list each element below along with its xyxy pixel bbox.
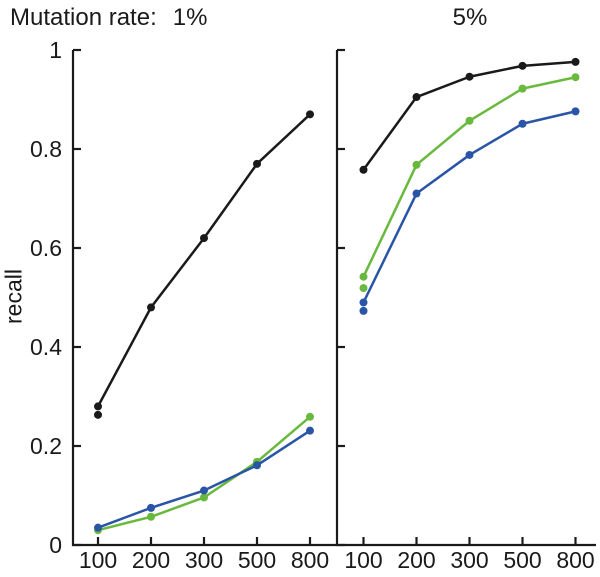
green-point — [465, 116, 474, 125]
black-point — [518, 61, 527, 70]
x-tick-label: 300 — [185, 547, 223, 573]
green-point — [412, 160, 421, 169]
x-tick-label: 100 — [344, 547, 382, 573]
black-point — [465, 72, 474, 81]
y-tick-label: 1 — [49, 37, 62, 63]
x-tick-label: 100 — [79, 547, 117, 573]
x-tick-label: 300 — [450, 547, 488, 573]
y-tick-label: 0.6 — [30, 235, 62, 261]
mutation-rate-label: Mutation rate: — [10, 4, 157, 31]
green-point — [359, 272, 368, 281]
blue-point — [253, 461, 261, 470]
green-point — [147, 512, 155, 521]
x-tick-label: 200 — [132, 547, 170, 573]
green-point — [571, 73, 580, 82]
y-tick-label: 0 — [49, 532, 62, 558]
blue-point — [200, 486, 208, 495]
green-line — [96, 415, 312, 532]
green-extra-point — [359, 284, 368, 293]
green-point — [200, 493, 208, 502]
x-tick-label: 800 — [291, 547, 329, 573]
y-tick-label: 0.4 — [30, 334, 62, 360]
blue-point — [94, 523, 102, 532]
blue-point — [571, 107, 580, 116]
blue-extra-point — [359, 306, 368, 315]
black-point — [306, 110, 314, 119]
black-extra-point — [94, 410, 102, 419]
blue-point — [306, 426, 314, 435]
x-tick-label: 200 — [397, 547, 435, 573]
blue-point — [465, 150, 474, 159]
x-tick-label: 800 — [556, 547, 594, 573]
x-tick-label: 500 — [238, 547, 276, 573]
blue-point — [359, 298, 368, 307]
blue-point — [147, 503, 155, 512]
black-point — [200, 234, 208, 243]
green-point — [518, 84, 527, 93]
black-point — [94, 402, 102, 411]
blue-point — [412, 189, 421, 198]
green-line — [362, 75, 577, 278]
black-line — [96, 113, 312, 408]
figure-header: Mutation rate: 1% — [10, 4, 207, 32]
black-point — [359, 165, 368, 174]
right-plot-title: 5% — [452, 4, 488, 31]
black-point — [412, 93, 421, 102]
black-point — [253, 159, 261, 168]
plot-1%: 0 0.2 0.4 0.6 0.8 1 100 200 300 500 800 — [30, 37, 337, 573]
x-tick-label: 500 — [503, 547, 541, 573]
plot-5%: 100 200 300 500 800 — [335, 48, 596, 573]
black-point — [571, 57, 580, 66]
blue-point — [518, 119, 527, 128]
y-axis-label: recall — [0, 269, 27, 324]
green-point — [306, 412, 314, 421]
black-point — [147, 303, 155, 312]
y-tick-label: 0.8 — [30, 136, 62, 162]
y-tick-label: 0.2 — [30, 433, 62, 459]
left-plot-title: 1% — [172, 4, 208, 31]
axes-spines — [71, 50, 337, 547]
